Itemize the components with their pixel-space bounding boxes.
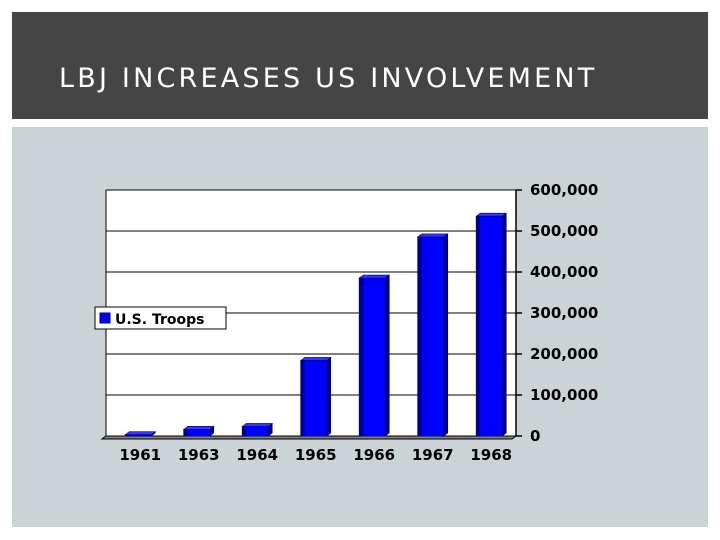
slide-title-bar: LBJ INCREASES US INVOLVEMENT bbox=[12, 12, 708, 119]
bar-top bbox=[299, 357, 332, 361]
bar bbox=[358, 274, 391, 437]
bar-top bbox=[475, 212, 508, 217]
legend-label: U.S. Troops bbox=[115, 312, 204, 328]
bar bbox=[299, 356, 332, 437]
bar bbox=[475, 212, 508, 437]
y-tick-label: 500,000 bbox=[530, 222, 598, 240]
x-tick-label: 1963 bbox=[178, 446, 220, 464]
y-tick-label: 100,000 bbox=[530, 386, 598, 404]
bar-side bbox=[443, 233, 449, 437]
bar-shade bbox=[242, 426, 247, 436]
bar-shade bbox=[183, 429, 188, 436]
x-tick-label: 1966 bbox=[353, 446, 395, 464]
bar bbox=[124, 431, 157, 437]
legend: U.S. Troops bbox=[94, 306, 227, 330]
bar-top bbox=[416, 233, 449, 238]
chart-floor bbox=[100, 435, 518, 440]
y-tick-label: 300,000 bbox=[530, 304, 598, 322]
legend-swatch bbox=[99, 312, 111, 324]
bar-side bbox=[501, 212, 507, 437]
x-tick-label: 1961 bbox=[119, 446, 161, 464]
x-tick-label: 1967 bbox=[412, 446, 454, 464]
y-tick-label: 600,000 bbox=[530, 181, 598, 199]
bar-shade bbox=[359, 278, 364, 436]
bar bbox=[416, 233, 449, 437]
bar-front bbox=[358, 277, 386, 437]
x-tick-label: 1964 bbox=[236, 446, 278, 464]
bar-shade bbox=[417, 236, 422, 436]
y-tick-label: 0 bbox=[530, 427, 540, 445]
bar-shade bbox=[476, 216, 481, 436]
x-tick-label: 1968 bbox=[470, 446, 512, 464]
bar-shade bbox=[300, 360, 305, 436]
bar-top bbox=[358, 274, 391, 279]
bar-front bbox=[475, 215, 503, 437]
bar-shade bbox=[125, 434, 130, 436]
bar-front bbox=[300, 360, 328, 437]
bar-top bbox=[182, 426, 215, 430]
bar-side bbox=[384, 274, 390, 437]
bar-top bbox=[241, 423, 274, 427]
bar bbox=[182, 425, 215, 437]
y-tick-label: 400,000 bbox=[530, 263, 598, 281]
bar-side bbox=[326, 356, 332, 437]
bar bbox=[241, 422, 274, 437]
slide-title: LBJ INCREASES US INVOLVEMENT bbox=[59, 63, 598, 94]
legend-box bbox=[94, 306, 227, 330]
x-tick-label: 1965 bbox=[295, 446, 337, 464]
y-tick-label: 200,000 bbox=[530, 345, 598, 363]
bar-top bbox=[124, 431, 157, 435]
bar-front bbox=[417, 236, 445, 437]
